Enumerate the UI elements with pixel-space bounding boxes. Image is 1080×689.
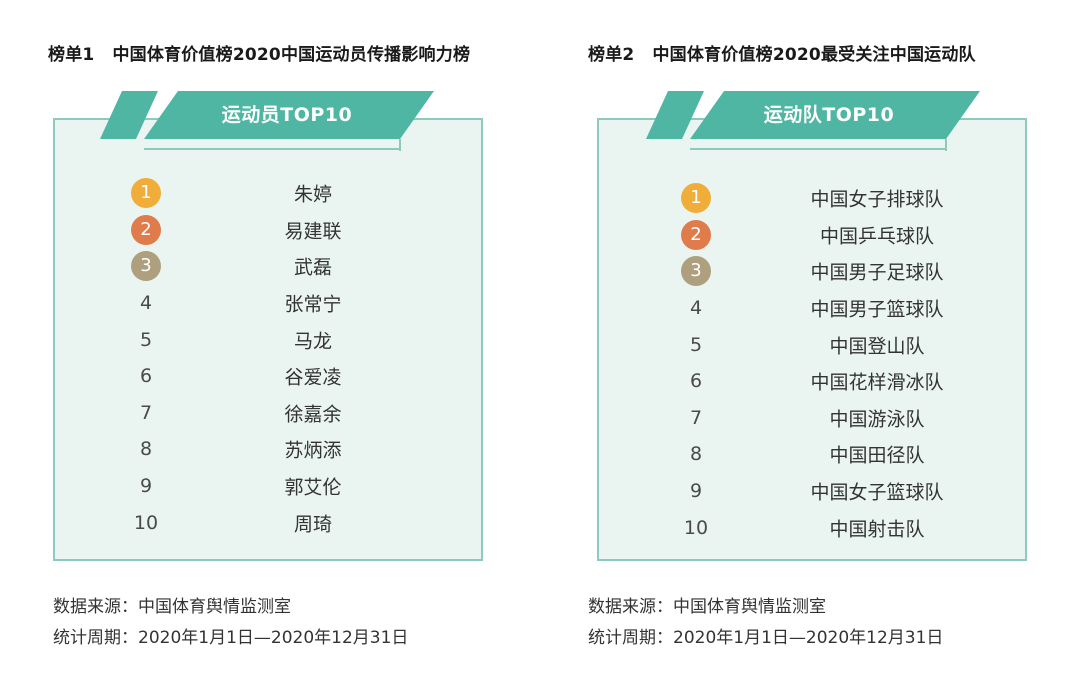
data-source-note: 数据来源：中国体育舆情监测室 xyxy=(588,597,826,617)
list-item: 8 苏炳添 xyxy=(53,431,483,468)
list-item: 6 谷爱凌 xyxy=(53,358,483,395)
athlete-ranking-panel: 榜单1 中国体育价值榜2020中国运动员传播影响力榜 运动员TOP10 1 朱婷 2… xyxy=(48,40,483,648)
list-item: 4 中国男子篮球队 xyxy=(597,290,1027,327)
bronze-medal-badge: 3 xyxy=(681,256,711,287)
rank-number: 5 xyxy=(139,328,153,351)
team-name: 中国女子排球队 xyxy=(810,188,944,211)
ranking-label: 榜单2 xyxy=(588,45,635,65)
list-item: 8 中国田径队 xyxy=(597,436,1027,473)
rank-number: 10 xyxy=(683,516,709,539)
banner-ribbon-icon xyxy=(100,91,434,151)
rank-number: 4 xyxy=(139,292,153,315)
athlete-name: 徐嘉余 xyxy=(284,403,342,426)
banner-title: 运动员TOP10 xyxy=(221,104,353,126)
athlete-name: 易建联 xyxy=(284,220,342,243)
team-ranking-panel: 榜单2 中国体育价值榜2020最受关注中国运动队 运动队TOP10 1 中国女子排球… xyxy=(540,0,1080,689)
list-item: 6 中国花样滑冰队 xyxy=(597,363,1027,400)
rank-number: 7 xyxy=(139,401,153,424)
statistics-period-note: 统计周期：2020年1月1日—2020年12月31日 xyxy=(588,628,944,648)
team-name: 中国女子篮球队 xyxy=(810,481,944,504)
rank-number: 9 xyxy=(139,475,153,498)
team-name: 中国游泳队 xyxy=(829,408,925,431)
ranking-title: 榜单2 中国体育价值榜2020最受关注中国运动队 xyxy=(588,40,976,65)
silver-medal-badge: 2 xyxy=(131,214,161,245)
list-item: 10 周琦 xyxy=(53,504,483,541)
ranking-list: 1 朱婷 2 易建联 3 武磊 4 张常宁 5 马龙 6 谷爱凌 7 徐嘉余 8 苏炳添 9 郭艾… xyxy=(53,175,483,541)
rank-number: 8 xyxy=(689,443,703,466)
list-item: 7 徐嘉余 xyxy=(53,395,483,432)
list-item: 2 易建联 xyxy=(53,212,483,249)
banner-ribbon-icon xyxy=(646,91,980,151)
ranking-card xyxy=(53,118,483,561)
ranking-list: 1 中国女子排球队 2 中国乒乓球队 3 中国男子足球队 4 中国男子篮球队 5 中国登山… xyxy=(597,180,1027,546)
gold-medal-badge: 1 xyxy=(681,183,711,214)
banner-title: 运动队TOP10 xyxy=(763,104,895,126)
ranking-title-text: 中国体育价值榜2020最受关注中国运动队 xyxy=(652,45,976,65)
rank-number: 6 xyxy=(139,365,153,388)
list-item: 9 郭艾伦 xyxy=(53,468,483,505)
team-name: 中国登山队 xyxy=(829,335,925,358)
rank-number: 5 xyxy=(689,333,703,356)
ranking-title-text: 中国体育价值榜2020中国运动员传播影响力榜 xyxy=(112,45,471,65)
list-item: 2 中国乒乓球队 xyxy=(597,217,1027,254)
athlete-name: 武磊 xyxy=(293,256,332,279)
ranking-title: 榜单1 中国体育价值榜2020中国运动员传播影响力榜 xyxy=(48,40,470,65)
rank-number: 9 xyxy=(689,480,703,503)
bronze-medal-badge: 3 xyxy=(131,251,161,282)
rank-number: 7 xyxy=(689,406,703,429)
team-name: 中国男子足球队 xyxy=(810,261,944,284)
list-item: 4 张常宁 xyxy=(53,285,483,322)
rank-number: 10 xyxy=(133,511,159,534)
athlete-name: 周琦 xyxy=(293,513,332,536)
list-item: 7 中国游泳队 xyxy=(597,400,1027,437)
team-name: 中国乒乓球队 xyxy=(819,225,934,248)
list-item: 1 中国女子排球队 xyxy=(597,180,1027,217)
list-item: 3 中国男子足球队 xyxy=(597,253,1027,290)
athlete-name: 张常宁 xyxy=(284,293,342,316)
rank-number: 8 xyxy=(139,438,153,461)
team-name: 中国男子篮球队 xyxy=(810,298,944,321)
gold-medal-badge: 1 xyxy=(131,178,161,209)
list-item: 5 中国登山队 xyxy=(597,326,1027,363)
team-name: 中国射击队 xyxy=(829,518,925,541)
data-source-note: 数据来源：中国体育舆情监测室 xyxy=(53,597,291,617)
list-item: 3 武磊 xyxy=(53,248,483,285)
list-item: 1 朱婷 xyxy=(53,175,483,212)
athlete-name: 郭艾伦 xyxy=(284,476,342,499)
athlete-name: 苏炳添 xyxy=(284,439,342,462)
list-item: 9 中国女子篮球队 xyxy=(597,473,1027,510)
athlete-name: 马龙 xyxy=(293,330,332,353)
silver-medal-badge: 2 xyxy=(681,219,711,250)
rank-number: 4 xyxy=(689,297,703,320)
team-name: 中国田径队 xyxy=(829,444,925,467)
athlete-name: 朱婷 xyxy=(293,183,332,206)
list-item: 10 中国射击队 xyxy=(597,509,1027,546)
team-name: 中国花样滑冰队 xyxy=(810,371,944,394)
statistics-period-note: 统计周期：2020年1月1日—2020年12月31日 xyxy=(53,628,409,648)
athlete-name: 谷爱凌 xyxy=(284,366,342,389)
ranking-label: 榜单1 xyxy=(48,45,95,65)
rank-number: 6 xyxy=(689,370,703,393)
list-item: 5 马龙 xyxy=(53,321,483,358)
